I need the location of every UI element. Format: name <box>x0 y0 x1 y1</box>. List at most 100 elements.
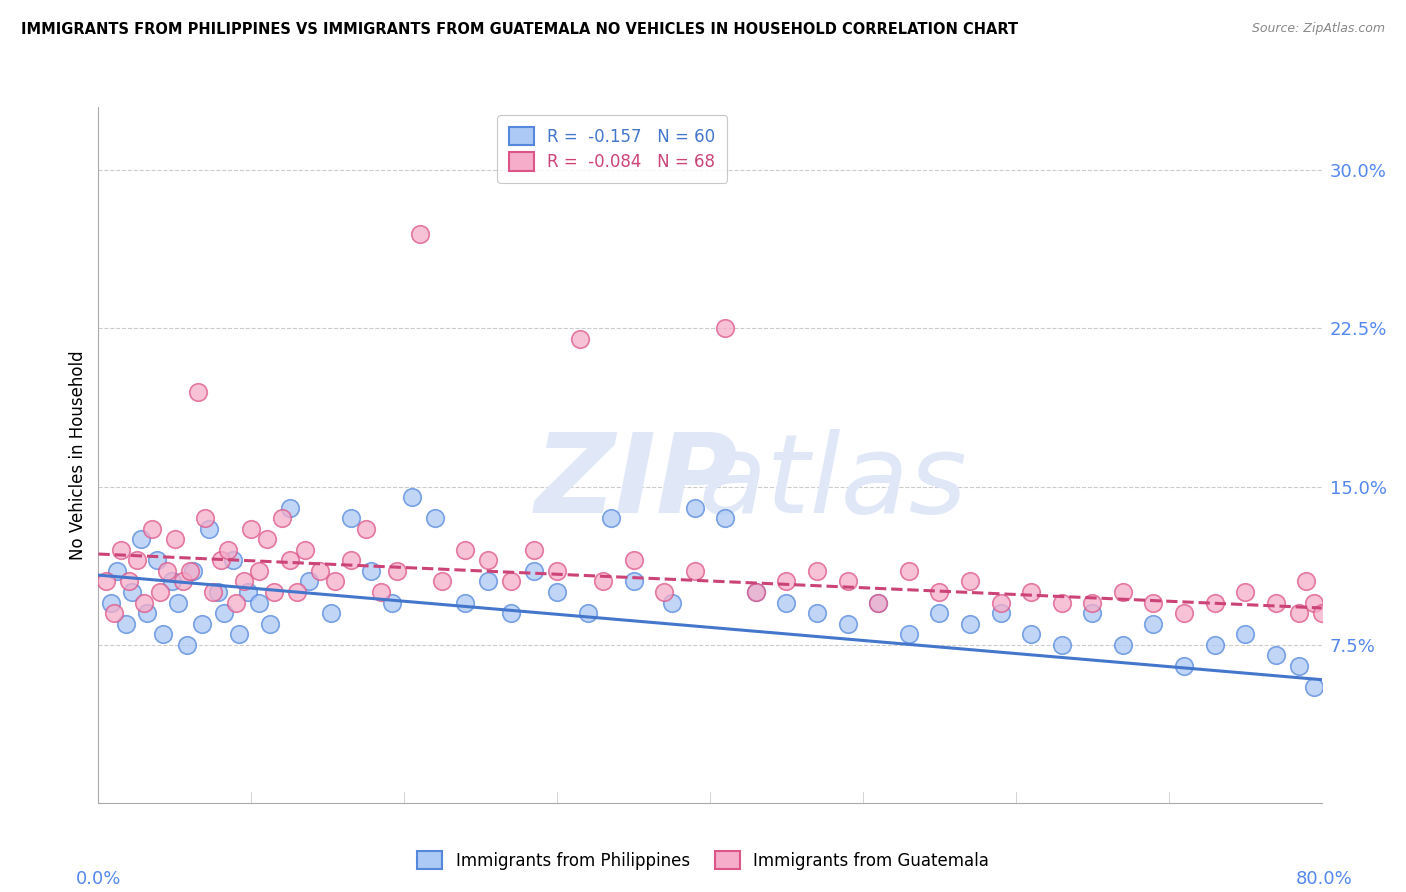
Point <box>298 574 321 589</box>
Point <box>897 564 920 578</box>
Point <box>212 606 235 620</box>
Point <box>232 574 254 589</box>
Point <box>270 511 294 525</box>
Point <box>1173 606 1195 620</box>
Point <box>1204 595 1226 609</box>
Point <box>194 511 217 525</box>
Point <box>432 574 454 589</box>
Point <box>149 585 172 599</box>
Point <box>1112 585 1135 599</box>
Point <box>121 585 143 599</box>
Point <box>1310 606 1333 620</box>
Point <box>1081 595 1104 609</box>
Point <box>187 384 209 399</box>
Point <box>209 553 232 567</box>
Point <box>263 585 285 599</box>
Point <box>385 564 408 578</box>
Point <box>100 595 122 609</box>
Point <box>163 533 186 547</box>
Point <box>599 511 621 525</box>
Point <box>309 564 332 578</box>
Point <box>259 616 281 631</box>
Point <box>125 553 148 567</box>
Point <box>1303 595 1326 609</box>
Text: 0.0%: 0.0% <box>76 871 121 888</box>
Point <box>179 564 201 578</box>
Point <box>546 564 568 578</box>
Point <box>1288 658 1310 673</box>
Point <box>477 553 499 567</box>
Point <box>1050 638 1073 652</box>
Point <box>225 595 247 609</box>
Point <box>319 606 342 620</box>
Point <box>683 500 706 515</box>
Point <box>775 595 797 609</box>
Point <box>1019 585 1042 599</box>
Point <box>745 585 768 599</box>
Point <box>228 627 250 641</box>
Point <box>592 574 614 589</box>
Point <box>176 638 198 652</box>
Point <box>370 585 392 599</box>
Point <box>959 616 981 631</box>
Point <box>285 585 308 599</box>
Point <box>1303 680 1326 694</box>
Point <box>454 595 477 609</box>
Point <box>623 574 645 589</box>
Point <box>278 500 301 515</box>
Point <box>141 522 163 536</box>
Point <box>181 564 204 578</box>
Point <box>661 595 683 609</box>
Text: atlas: atlas <box>697 429 967 536</box>
Legend: R =  -0.157   N = 60, R =  -0.084   N = 68: R = -0.157 N = 60, R = -0.084 N = 68 <box>498 115 727 183</box>
Point <box>160 574 183 589</box>
Point <box>959 574 981 589</box>
Point <box>501 574 523 589</box>
Legend: Immigrants from Philippines, Immigrants from Guatemala: Immigrants from Philippines, Immigrants … <box>411 845 995 877</box>
Point <box>623 553 645 567</box>
Point <box>523 564 546 578</box>
Point <box>1204 638 1226 652</box>
Point <box>1112 638 1135 652</box>
Text: Source: ZipAtlas.com: Source: ZipAtlas.com <box>1251 22 1385 36</box>
Point <box>775 574 797 589</box>
Point <box>152 627 174 641</box>
Point <box>1142 616 1164 631</box>
Point <box>156 564 179 578</box>
Point <box>928 606 950 620</box>
Point <box>278 553 301 567</box>
Point <box>897 627 920 641</box>
Point <box>1264 595 1286 609</box>
Point <box>105 564 128 578</box>
Point <box>94 574 117 589</box>
Point <box>294 542 316 557</box>
Point <box>569 332 592 346</box>
Point <box>360 564 382 578</box>
Text: ZIP: ZIP <box>534 429 738 536</box>
Point <box>247 564 270 578</box>
Point <box>1295 574 1317 589</box>
Point <box>408 227 430 241</box>
Point <box>652 585 675 599</box>
Point <box>110 542 132 557</box>
Point <box>806 606 828 620</box>
Point <box>576 606 599 620</box>
Point <box>1142 595 1164 609</box>
Point <box>928 585 950 599</box>
Point <box>423 511 446 525</box>
Point <box>501 606 523 620</box>
Point <box>354 522 377 536</box>
Point <box>118 574 141 589</box>
Point <box>256 533 278 547</box>
Point <box>714 321 737 335</box>
Point <box>339 511 361 525</box>
Point <box>115 616 138 631</box>
Text: IMMIGRANTS FROM PHILIPPINES VS IMMIGRANTS FROM GUATEMALA NO VEHICLES IN HOUSEHOL: IMMIGRANTS FROM PHILIPPINES VS IMMIGRANT… <box>21 22 1018 37</box>
Point <box>868 595 890 609</box>
Point <box>1234 627 1257 641</box>
Point <box>714 511 737 525</box>
Point <box>191 616 214 631</box>
Point <box>1050 595 1073 609</box>
Point <box>103 606 125 620</box>
Point <box>217 542 239 557</box>
